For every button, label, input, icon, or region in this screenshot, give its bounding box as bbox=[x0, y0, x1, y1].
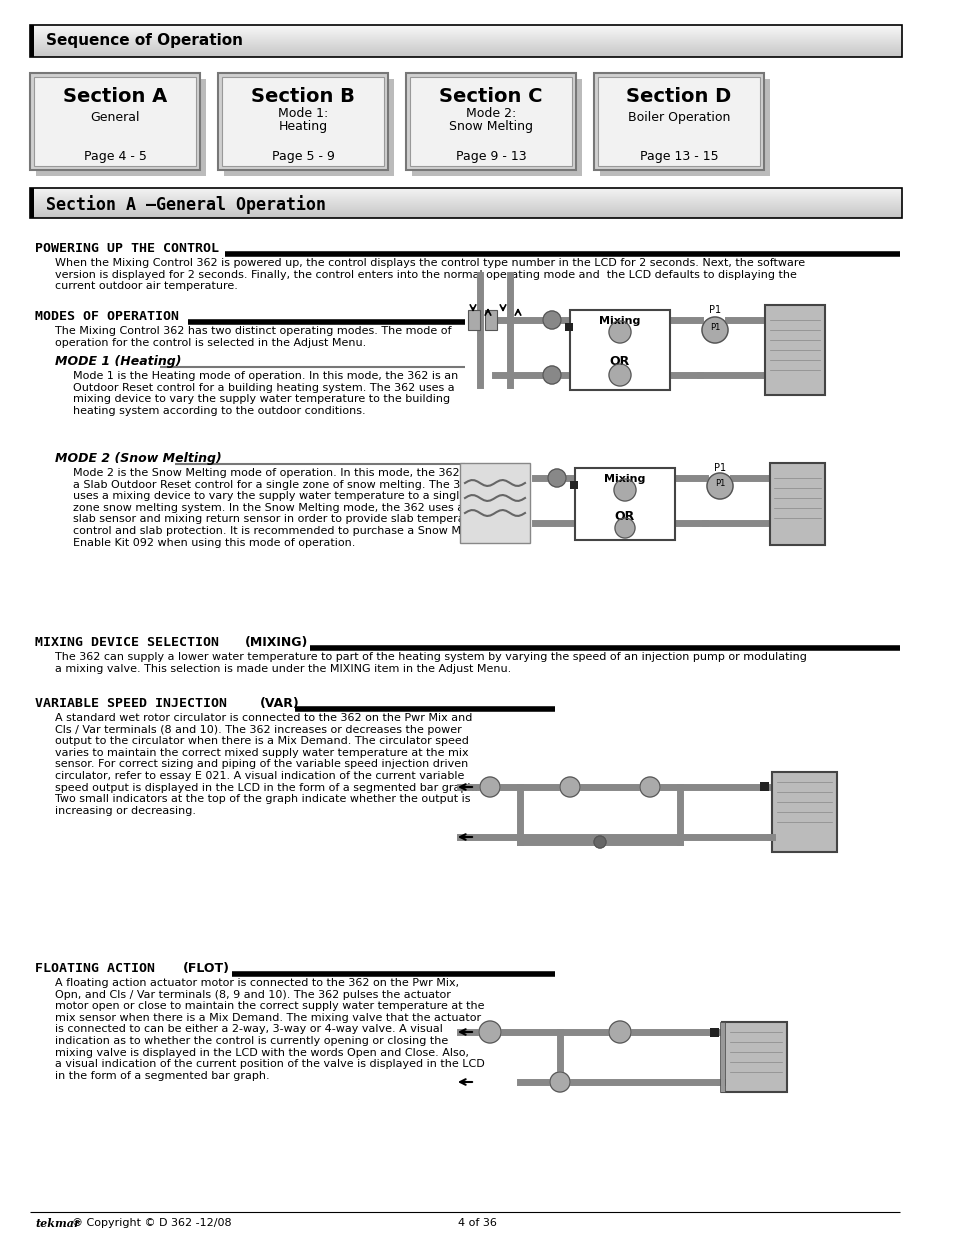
Text: tekmar: tekmar bbox=[35, 1218, 80, 1229]
Bar bbox=[771, 772, 836, 852]
Text: Snow Melting: Snow Melting bbox=[449, 120, 533, 133]
Bar bbox=[720, 1023, 724, 1092]
Text: 4 of 36: 4 of 36 bbox=[457, 1218, 496, 1228]
Bar bbox=[569, 310, 669, 390]
Text: MODE 1 (Heating): MODE 1 (Heating) bbox=[55, 354, 181, 368]
Circle shape bbox=[701, 317, 727, 343]
Circle shape bbox=[615, 517, 635, 538]
Circle shape bbox=[550, 1072, 569, 1092]
Text: Page 9 - 13: Page 9 - 13 bbox=[456, 149, 526, 163]
Bar bbox=[406, 73, 576, 170]
Bar bbox=[594, 73, 763, 170]
Bar bbox=[598, 77, 760, 165]
Circle shape bbox=[542, 366, 560, 384]
Bar bbox=[224, 79, 394, 177]
Text: Mixing: Mixing bbox=[603, 474, 645, 484]
Text: MODES OF OPERATION: MODES OF OPERATION bbox=[35, 310, 179, 324]
Circle shape bbox=[608, 364, 630, 387]
Circle shape bbox=[542, 311, 560, 329]
Text: Mode 1:: Mode 1: bbox=[277, 107, 328, 120]
Bar bbox=[30, 188, 901, 219]
Circle shape bbox=[594, 836, 605, 848]
Text: Section A: Section A bbox=[63, 86, 167, 106]
Bar bbox=[484, 310, 497, 330]
Bar bbox=[709, 1028, 719, 1037]
Text: P1: P1 bbox=[708, 305, 720, 315]
Circle shape bbox=[608, 1021, 630, 1044]
Text: MIXING DEVICE SELECTION: MIXING DEVICE SELECTION bbox=[35, 636, 219, 650]
Circle shape bbox=[614, 479, 636, 501]
Text: General: General bbox=[91, 111, 139, 124]
Text: OR: OR bbox=[609, 354, 630, 368]
Bar bbox=[30, 25, 901, 57]
Bar bbox=[30, 188, 34, 219]
Text: (VAR): (VAR) bbox=[260, 697, 299, 710]
Text: Section B: Section B bbox=[251, 86, 355, 106]
Text: Heating: Heating bbox=[278, 120, 327, 133]
Text: (MIXING): (MIXING) bbox=[245, 636, 308, 650]
Text: P1: P1 bbox=[709, 324, 720, 332]
Bar bbox=[569, 480, 578, 489]
Bar bbox=[30, 25, 34, 57]
Bar bbox=[564, 324, 573, 331]
Bar bbox=[721, 1023, 786, 1092]
Text: FLOATING ACTION: FLOATING ACTION bbox=[35, 962, 154, 974]
Bar bbox=[412, 79, 581, 177]
Text: A floating action actuator motor is connected to the 362 on the Pwr Mix,
Opn, an: A floating action actuator motor is conn… bbox=[55, 978, 484, 1081]
Circle shape bbox=[559, 777, 579, 797]
Text: OR: OR bbox=[615, 510, 635, 522]
Text: Mode 2:: Mode 2: bbox=[465, 107, 516, 120]
Text: Section C: Section C bbox=[438, 86, 542, 106]
Bar bbox=[222, 77, 384, 165]
Text: POWERING UP THE CONTROL: POWERING UP THE CONTROL bbox=[35, 242, 219, 254]
Bar bbox=[764, 305, 824, 395]
Text: VARIABLE SPEED INJECTION: VARIABLE SPEED INJECTION bbox=[35, 697, 227, 710]
Text: A standard wet rotor circulator is connected to the 362 on the Pwr Mix and
Cls /: A standard wet rotor circulator is conne… bbox=[55, 713, 477, 816]
Text: Section D: Section D bbox=[626, 86, 731, 106]
Text: ® Copyright © D 362 -12/08: ® Copyright © D 362 -12/08 bbox=[71, 1218, 232, 1228]
Circle shape bbox=[706, 473, 732, 499]
Text: MODE 2 (Snow Melting): MODE 2 (Snow Melting) bbox=[55, 452, 221, 466]
Text: Page 5 - 9: Page 5 - 9 bbox=[272, 149, 335, 163]
Bar bbox=[36, 79, 206, 177]
Text: When the Mixing Control 362 is powered up, the control displays the control type: When the Mixing Control 362 is powered u… bbox=[55, 258, 804, 291]
Bar bbox=[34, 77, 195, 165]
Text: (FLOT): (FLOT) bbox=[183, 962, 230, 974]
Bar bbox=[599, 79, 769, 177]
Circle shape bbox=[608, 321, 630, 343]
Circle shape bbox=[547, 469, 565, 487]
Text: Page 4 - 5: Page 4 - 5 bbox=[84, 149, 146, 163]
Text: Mode 2 is the Snow Melting mode of operation. In this mode, the 362 is
a Slab Ou: Mode 2 is the Snow Melting mode of opera… bbox=[73, 468, 487, 547]
Text: P1: P1 bbox=[713, 463, 725, 473]
Text: Page 13 - 15: Page 13 - 15 bbox=[639, 149, 718, 163]
Bar bbox=[30, 73, 200, 170]
Text: Mixing: Mixing bbox=[598, 316, 640, 326]
Text: The 362 can supply a lower water temperature to part of the heating system by va: The 362 can supply a lower water tempera… bbox=[55, 652, 806, 673]
Text: Sequence of Operation: Sequence of Operation bbox=[46, 33, 243, 48]
Circle shape bbox=[479, 777, 499, 797]
Text: Boiler Operation: Boiler Operation bbox=[627, 111, 729, 124]
Bar bbox=[218, 73, 388, 170]
Text: P1: P1 bbox=[714, 479, 724, 489]
Text: Section A —General Operation: Section A —General Operation bbox=[46, 195, 326, 214]
Bar bbox=[459, 463, 530, 543]
Bar bbox=[575, 468, 675, 540]
Text: Mode 1 is the Heating mode of operation. In this mode, the 362 is an
Outdoor Res: Mode 1 is the Heating mode of operation.… bbox=[73, 370, 457, 416]
Circle shape bbox=[478, 1021, 500, 1044]
Circle shape bbox=[639, 777, 659, 797]
Bar bbox=[468, 310, 479, 330]
Bar bbox=[769, 463, 824, 545]
Text: The Mixing Control 362 has two distinct operating modes. The mode of
operation f: The Mixing Control 362 has two distinct … bbox=[55, 326, 451, 347]
Bar bbox=[410, 77, 572, 165]
Bar bbox=[760, 782, 768, 790]
